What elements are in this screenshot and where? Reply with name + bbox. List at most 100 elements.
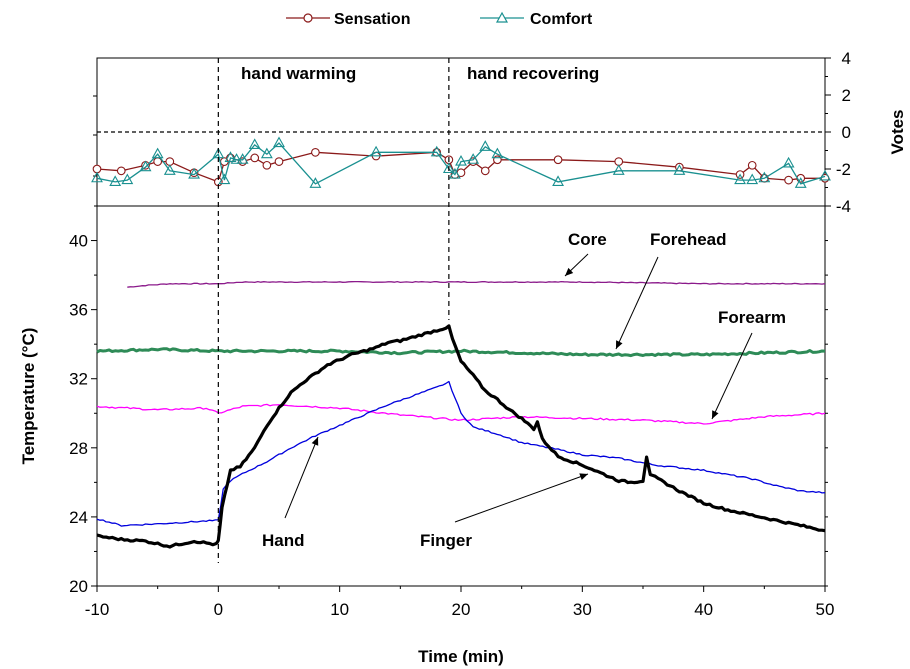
votes-tick-label: 2 — [842, 86, 851, 105]
time-tick-label: 30 — [573, 600, 592, 619]
y-axis-title-votes: Votes — [888, 109, 907, 154]
annotation-arrow-head — [579, 473, 588, 480]
sensation-point — [553, 155, 563, 165]
sensation-point — [311, 148, 320, 157]
annotation-arrow-line — [454, 473, 589, 523]
annotation-arrow-head — [712, 410, 719, 419]
temp-tick-label: 36 — [69, 301, 88, 320]
annotation-arrow-line — [284, 436, 319, 519]
comfort-point — [467, 153, 480, 164]
comfort-point — [163, 164, 176, 175]
temp-line-core — [127, 280, 826, 288]
comfort-point — [370, 145, 383, 157]
temp-line-hand — [96, 380, 826, 527]
legend-entry-sensation: Sensation — [286, 11, 410, 28]
x-axis-title: Time (min) — [418, 647, 504, 666]
comfort-point — [121, 173, 134, 185]
comfort-point — [455, 154, 467, 166]
comfort-point — [236, 153, 249, 164]
sensation-point — [747, 160, 757, 170]
annotation-label: Forehead — [650, 230, 727, 249]
comfort-point — [794, 177, 807, 188]
temp-tick-label: 40 — [69, 232, 88, 251]
annotation-arrow-line — [711, 332, 753, 420]
annotation-arrow-line — [615, 256, 659, 350]
time-tick-label: 10 — [330, 600, 349, 619]
comfort-point — [139, 160, 152, 172]
time-tick-label: 50 — [816, 600, 835, 619]
annotation-core: Core — [564, 230, 607, 277]
comfort-point — [442, 162, 455, 174]
annotation-arrow-head — [311, 437, 319, 446]
annotation-forehead: Forehead — [615, 230, 727, 350]
comfort-point — [260, 147, 273, 159]
time-tick-label: -10 — [85, 600, 110, 619]
votes-series-comfort — [91, 136, 831, 188]
comfort-point — [188, 167, 201, 179]
time-tick-label: 40 — [694, 600, 713, 619]
comfort-point — [230, 153, 243, 164]
votes-tick-label: -4 — [836, 197, 851, 216]
comfort-point — [758, 171, 771, 183]
comfort-point — [479, 140, 492, 151]
temp-tick-label: 28 — [69, 439, 88, 458]
temp-tick-label: 24 — [69, 508, 88, 527]
comfort-point — [746, 173, 759, 185]
sensation-point — [153, 157, 163, 166]
votes-line-comfort — [96, 142, 826, 185]
sensation-point — [493, 155, 502, 165]
votes-tick-label: -2 — [836, 160, 851, 179]
legend-label: Sensation — [334, 11, 410, 28]
comfort-point — [552, 175, 565, 186]
legend: Sensation Comfort — [286, 11, 593, 28]
phase-label-recovering: hand recovering — [467, 64, 599, 83]
temperature-plot-frame — [96, 205, 826, 587]
annotation-label: Hand — [262, 531, 305, 550]
temp-line-finger — [96, 324, 826, 549]
comfort-point — [309, 177, 322, 188]
comfort-point — [782, 156, 795, 168]
comfort-point — [819, 169, 831, 181]
annotation-arrow-head — [616, 340, 623, 349]
comfort-point — [218, 173, 231, 185]
annotation-hand: Hand — [262, 436, 319, 550]
comfort-point — [248, 138, 261, 149]
comfort-point — [734, 173, 747, 185]
comfort-point — [91, 171, 103, 183]
sensation-point — [274, 157, 284, 166]
temp-tick-label: 32 — [69, 370, 88, 389]
comfort-point — [273, 136, 285, 148]
y-axis-title-temperature: Temperature (°C) — [19, 328, 38, 465]
comfort-point — [448, 167, 461, 179]
annotation-arrow-head — [565, 267, 574, 276]
temp-line-forehead — [96, 347, 826, 358]
votes-tick-label: 0 — [842, 123, 851, 142]
time-tick-label: 0 — [214, 600, 223, 619]
comfort-point — [109, 175, 122, 186]
sensation-point — [116, 166, 126, 176]
legend-triangle-marker — [495, 11, 509, 23]
comfort-point — [673, 164, 686, 175]
annotation-label: Forearm — [718, 308, 786, 327]
annotation-forearm: Forearm — [711, 308, 786, 420]
temp-tick-label: 20 — [69, 577, 88, 596]
legend-label: Comfort — [530, 11, 593, 28]
sensation-point — [480, 166, 490, 176]
comfort-point — [612, 164, 625, 175]
comfort-point — [491, 147, 504, 159]
axis-titles: Time (min) Temperature (°C) Votes — [19, 109, 907, 666]
comfort-point — [430, 145, 443, 157]
legend-circle-marker — [303, 13, 313, 23]
temperature-panel: 20 24 28 32 36 40 -10 0 10 20 30 40 50 Core Forehead Fo… — [69, 58, 834, 619]
comfort-point — [224, 151, 237, 162]
legend-entry-comfort: Comfort — [480, 11, 593, 28]
sensation-point — [784, 175, 793, 185]
comfort-point — [151, 147, 164, 159]
annotation-label: Core — [568, 230, 607, 249]
phase-labels: hand warming hand recovering — [241, 64, 599, 83]
phase-label-warming: hand warming — [241, 64, 356, 83]
annotation-finger: Finger — [420, 473, 589, 550]
votes-tick-label: 4 — [842, 49, 851, 68]
sensation-point — [262, 160, 272, 170]
